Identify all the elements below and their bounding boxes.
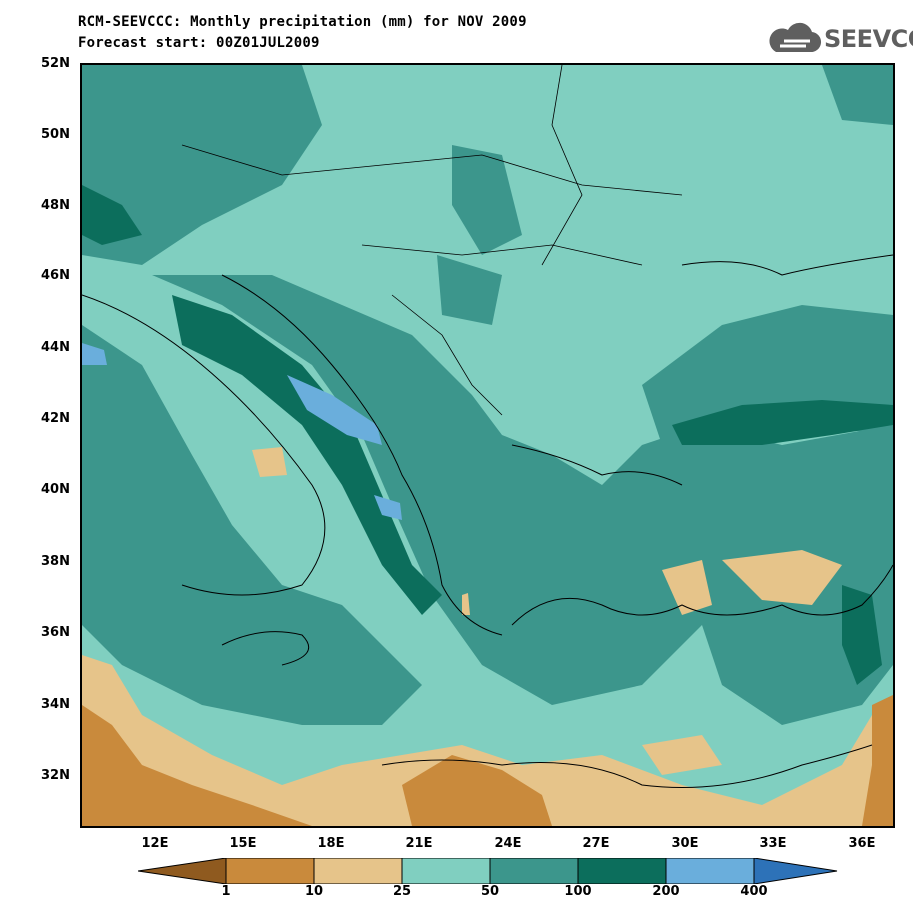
colorbar-label: 25 <box>392 884 412 899</box>
lon-label: 36E <box>848 836 876 851</box>
colorbar-segment <box>225 858 315 884</box>
precipitation-map <box>80 63 895 828</box>
lon-label: 18E <box>317 836 345 851</box>
lat-label: 32N <box>41 768 70 783</box>
lat-label: 36N <box>41 625 70 640</box>
lat-label: 50N <box>41 127 70 142</box>
cloud-logo-icon <box>769 22 822 53</box>
colorbar-label: 10 <box>304 884 324 899</box>
lon-label: 21E <box>405 836 433 851</box>
chart-title: RCM-SEEVCCC: Monthly precipitation (mm) … <box>78 14 527 30</box>
lon-label: 15E <box>229 836 257 851</box>
lat-label: 48N <box>41 198 70 213</box>
colorbar-segment <box>138 858 227 884</box>
colorbar-label: 400 <box>740 884 768 899</box>
colorbar-segment <box>313 858 403 884</box>
colorbar-segment <box>577 858 667 884</box>
lat-label: 42N <box>41 411 70 426</box>
colorbar-label: 50 <box>480 884 500 899</box>
lat-label: 44N <box>41 340 70 355</box>
colorbar-segment <box>753 858 838 884</box>
logo-text: SEEVCCC <box>824 25 913 53</box>
colorbar-label: 1 <box>221 884 231 899</box>
colorbar <box>138 858 838 884</box>
lat-label: 52N <box>41 56 70 71</box>
lat-label: 38N <box>41 554 70 569</box>
lon-label: 27E <box>582 836 610 851</box>
lat-label: 34N <box>41 697 70 712</box>
map-shading <box>82 65 893 826</box>
colorbar-segment <box>489 858 579 884</box>
lat-label: 46N <box>41 268 70 283</box>
lon-label: 30E <box>671 836 699 851</box>
lon-label: 12E <box>141 836 169 851</box>
colorbar-segment <box>665 858 755 884</box>
colorbar-label: 200 <box>652 884 680 899</box>
colorbar-segment <box>401 858 491 884</box>
lat-label: 40N <box>41 482 70 497</box>
colorbar-label: 100 <box>564 884 592 899</box>
forecast-start-label: Forecast start: 00Z01JUL2009 <box>78 35 320 51</box>
lon-label: 24E <box>494 836 522 851</box>
seevccc-logo: SEEVCCC <box>766 22 913 56</box>
lon-label: 33E <box>759 836 787 851</box>
